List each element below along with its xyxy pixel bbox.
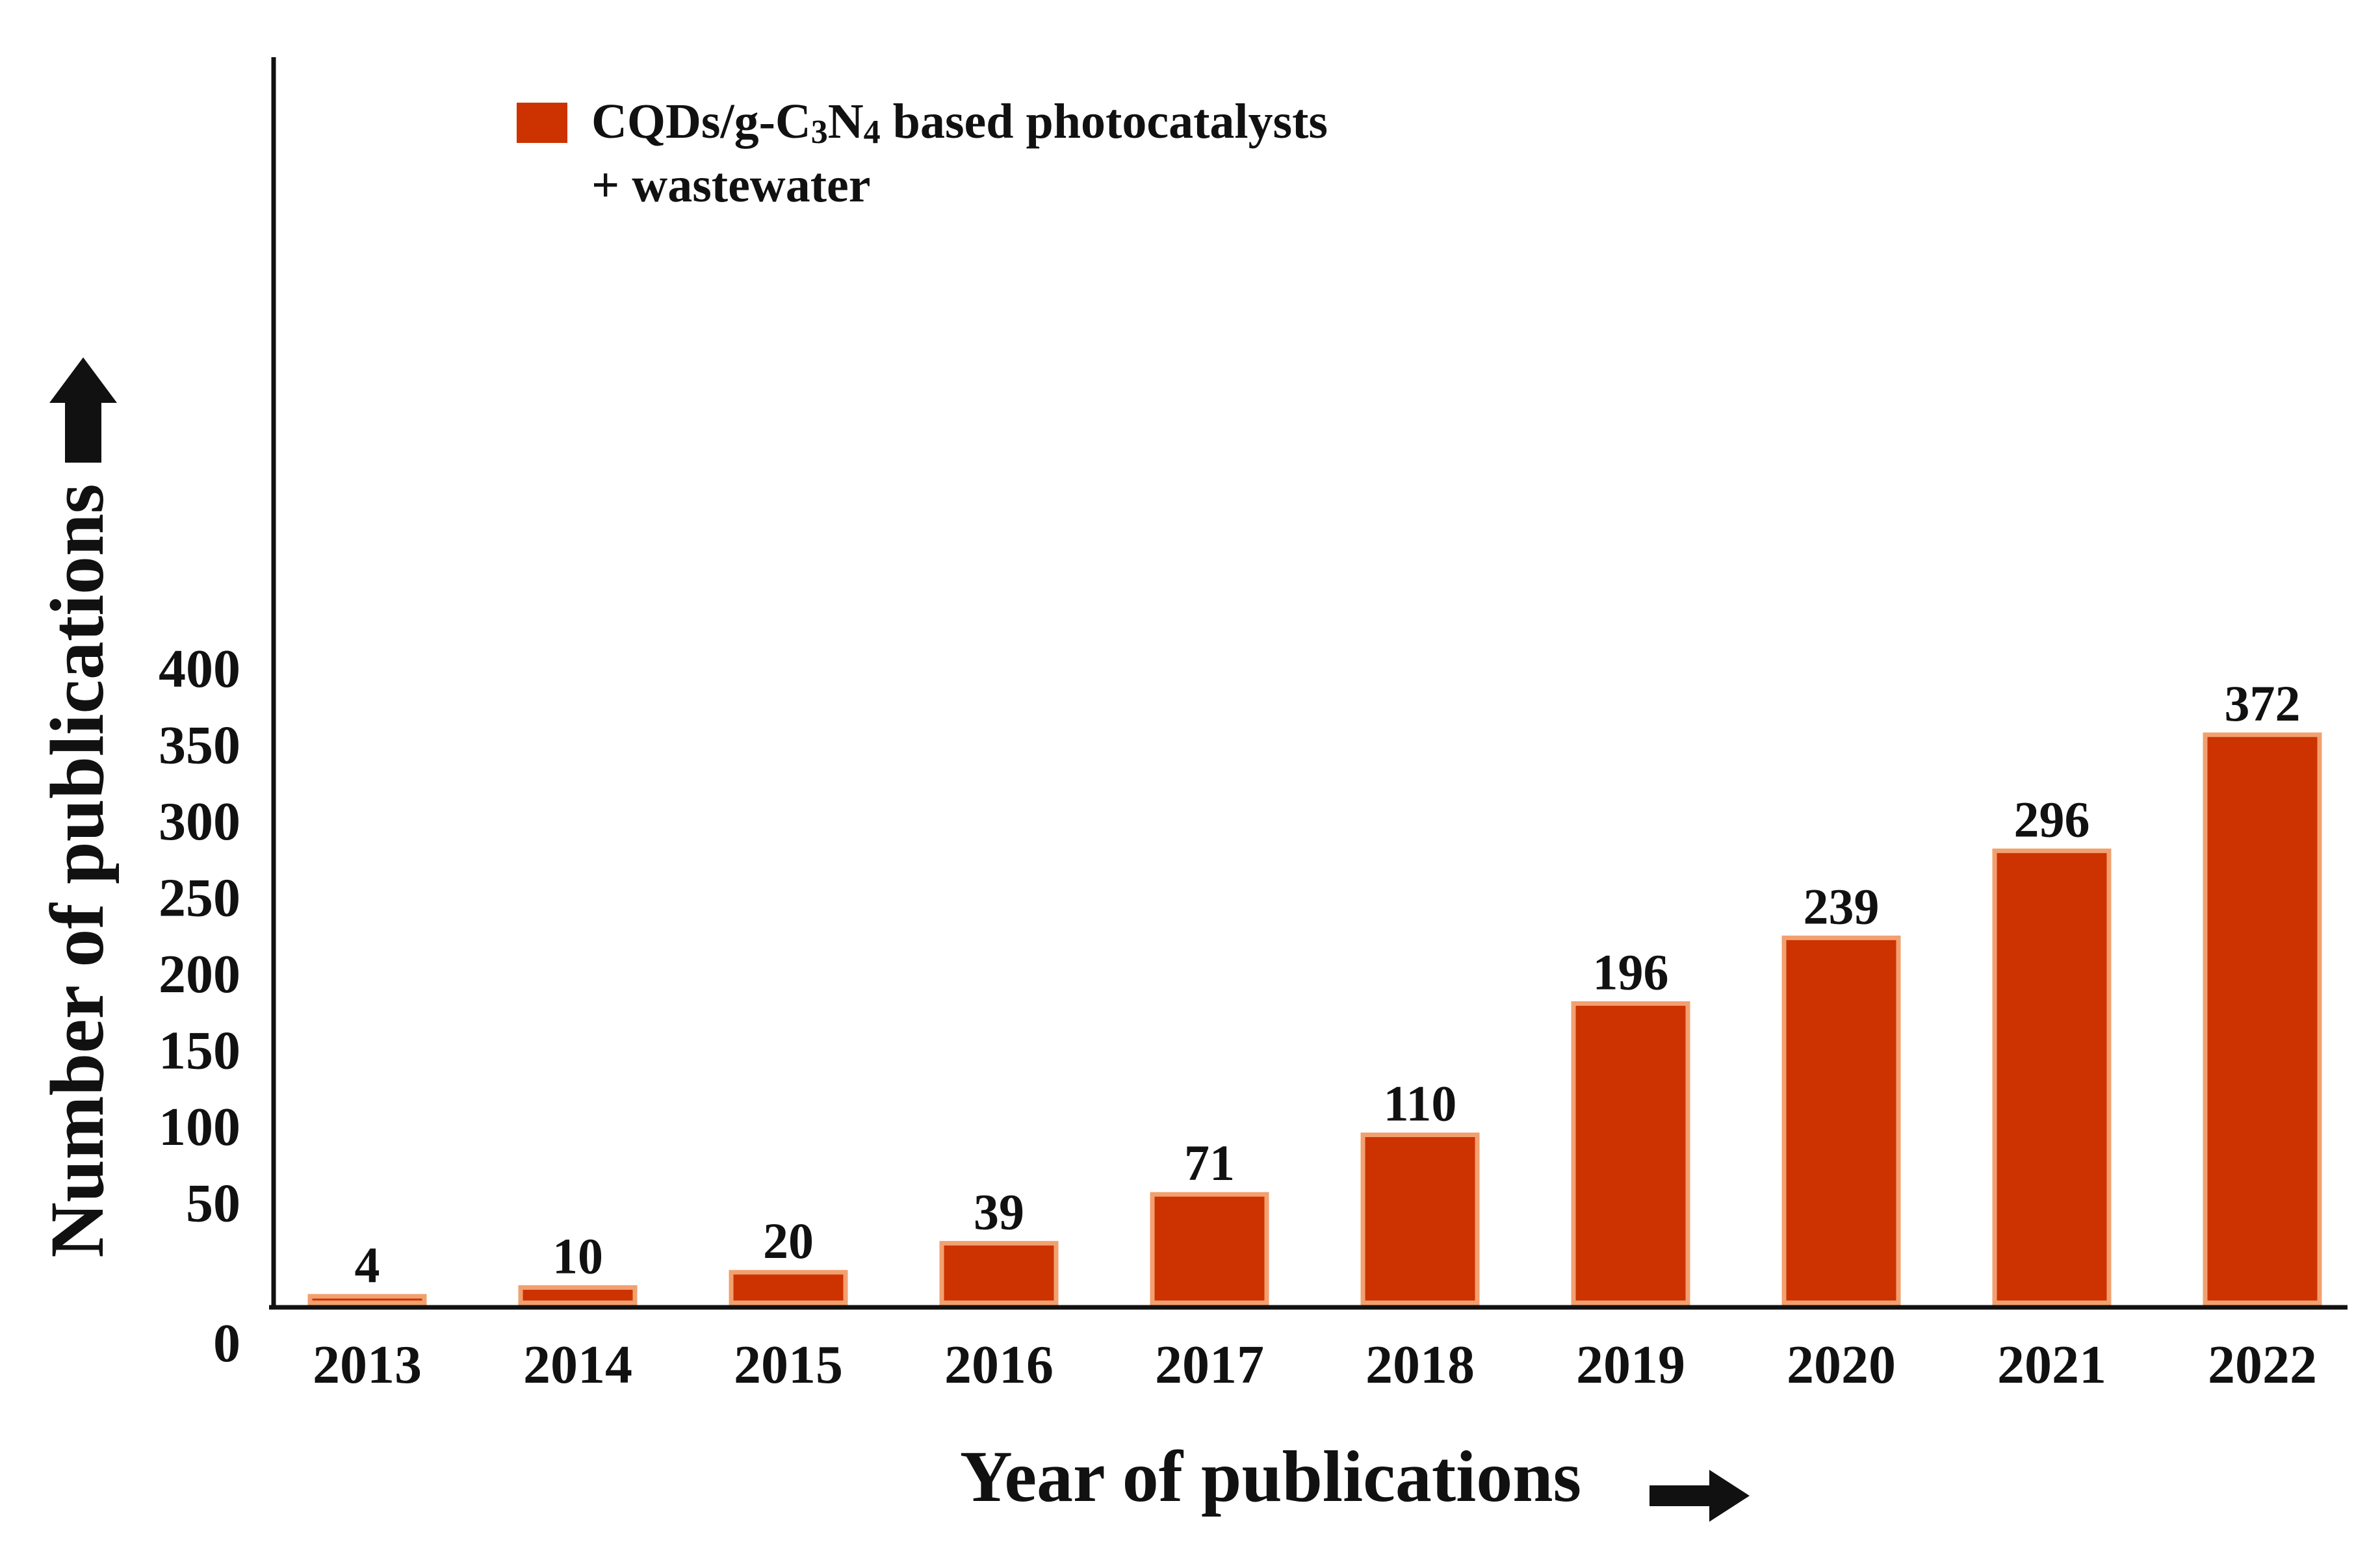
y-tick-label-150: 150 xyxy=(159,1021,240,1081)
x-tick-label-2015: 2015 xyxy=(734,1335,843,1395)
y-tick-label-50: 50 xyxy=(186,1173,240,1234)
x-axis-title: Year of publications xyxy=(960,1437,1581,1517)
bar-2018 xyxy=(1360,1133,1480,1305)
data-label-2019: 196 xyxy=(1593,943,1669,1000)
y-tick-label-400: 400 xyxy=(159,639,240,699)
bars-group xyxy=(307,732,2322,1305)
data-label-2014: 10 xyxy=(552,1228,603,1285)
x-tick-label-2021: 2021 xyxy=(1997,1335,2106,1395)
bar-2021 xyxy=(1992,848,2112,1305)
data-label-2022: 372 xyxy=(2225,675,2301,732)
y-tick-label-200: 200 xyxy=(159,944,240,1005)
bar-2016 xyxy=(939,1240,1059,1305)
y-axis-title-group: Number of publications xyxy=(34,483,120,1257)
y-tick-label-100: 100 xyxy=(159,1097,240,1157)
y-tick-labels-group: 0 50 100 150 200 250 300 350 400 xyxy=(159,639,240,1374)
x-tick-labels-group: 2013 2014 2015 2016 2017 2018 2019 2020 2021 2022 xyxy=(313,1335,2317,1395)
y-tick-label-300: 300 xyxy=(159,791,240,852)
x-tick-label-2018: 2018 xyxy=(1365,1335,1475,1395)
x-tick-label-2017: 2017 xyxy=(1155,1335,1264,1395)
y-tick-label-250: 250 xyxy=(159,868,240,929)
data-label-2021: 296 xyxy=(2014,791,2090,847)
legend-entry-line1: CQDs/g-C3N4 based photocatalysts xyxy=(591,94,1328,151)
x-tick-label-2022: 2022 xyxy=(2208,1335,2317,1395)
bar-2015 xyxy=(729,1270,848,1305)
bar-2013 xyxy=(307,1294,427,1305)
x-axis-arrow-icon xyxy=(1649,1470,1750,1522)
legend-swatch xyxy=(517,103,567,143)
data-label-2018: 110 xyxy=(1384,1075,1457,1132)
x-tick-label-2013: 2013 xyxy=(313,1335,422,1395)
data-labels-group: 4 10 20 39 71 110 196 239 296 372 xyxy=(355,675,2301,1293)
legend-entry-line2: + wastewater xyxy=(591,158,870,212)
x-tick-label-2020: 2020 xyxy=(1787,1335,1896,1395)
y-tick-label-0: 0 xyxy=(213,1313,240,1374)
y-axis-title: Number of publications xyxy=(34,483,120,1257)
bar-2019 xyxy=(1571,1001,1690,1305)
data-label-2020: 239 xyxy=(1804,878,1880,934)
bar-2014 xyxy=(518,1285,638,1305)
x-tick-label-2014: 2014 xyxy=(523,1335,632,1395)
bar-2020 xyxy=(1781,935,1901,1305)
bar-2017 xyxy=(1150,1192,1269,1305)
x-tick-label-2016: 2016 xyxy=(944,1335,1054,1395)
data-label-2017: 71 xyxy=(1184,1134,1235,1191)
bar-2022 xyxy=(2203,732,2322,1305)
data-label-2015: 20 xyxy=(763,1212,814,1269)
y-tick-label-350: 350 xyxy=(159,715,240,776)
data-label-2013: 4 xyxy=(355,1237,380,1293)
y-axis-arrow-icon xyxy=(49,357,117,463)
data-label-2016: 39 xyxy=(974,1183,1024,1240)
x-tick-label-2019: 2019 xyxy=(1576,1335,1685,1395)
